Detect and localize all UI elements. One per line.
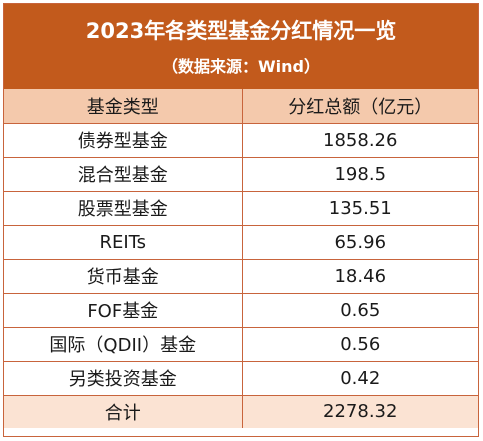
table-header-banner: 2023年各类型基金分红情况一览 （数据来源：Wind） [4,4,478,89]
column-header-row: 基金类型 分红总额（亿元） [4,89,478,124]
table-row: 债券型基金 1858.26 [4,122,478,158]
dividend-value-cell: 65.96 [241,224,478,260]
table-row: 货币基金 18.46 [4,258,478,294]
fund-type-cell: 股票型基金 [4,190,243,226]
dividend-value-cell: 18.46 [241,258,478,294]
dividend-value-cell: 135.51 [241,190,478,226]
dividend-value-cell: 0.65 [241,292,478,328]
column-header-dividend-total: 分红总额（亿元） [241,89,478,124]
table-row: FOF基金 0.65 [4,292,478,328]
dividend-table: 基金类型 分红总额（亿元） 债券型基金 1858.26 混合型基金 198.5 股票型基… [4,89,478,428]
table-row: REITs 65.96 [4,224,478,260]
table-row: 另类投资基金 0.42 [4,360,478,396]
table-row: 混合型基金 198.5 [4,156,478,192]
table-title: 2023年各类型基金分红情况一览 [85,19,397,43]
fund-dividend-table-card: 2023年各类型基金分红情况一览 （数据来源：Wind） 基金类型 分红总额（亿… [3,3,479,437]
fund-type-cell: 另类投资基金 [4,360,243,396]
total-label-cell: 合计 [4,394,243,428]
column-header-fund-type: 基金类型 [4,89,243,124]
fund-type-cell: 债券型基金 [4,122,243,158]
fund-type-cell: 国际（QDII）基金 [4,326,243,362]
table-row: 股票型基金 135.51 [4,190,478,226]
fund-type-cell: FOF基金 [4,292,243,328]
dividend-value-cell: 198.5 [241,156,478,192]
dividend-value-cell: 0.56 [241,326,478,362]
total-row: 合计 2278.32 [4,394,478,428]
table-subtitle: （数据来源：Wind） [162,57,320,76]
fund-type-cell: REITs [4,224,243,260]
fund-type-cell: 混合型基金 [4,156,243,192]
table-row: 国际（QDII）基金 0.56 [4,326,478,362]
fund-type-cell: 货币基金 [4,258,243,294]
dividend-value-cell: 1858.26 [241,122,478,158]
dividend-value-cell: 0.42 [241,360,478,396]
total-value-cell: 2278.32 [241,394,478,428]
